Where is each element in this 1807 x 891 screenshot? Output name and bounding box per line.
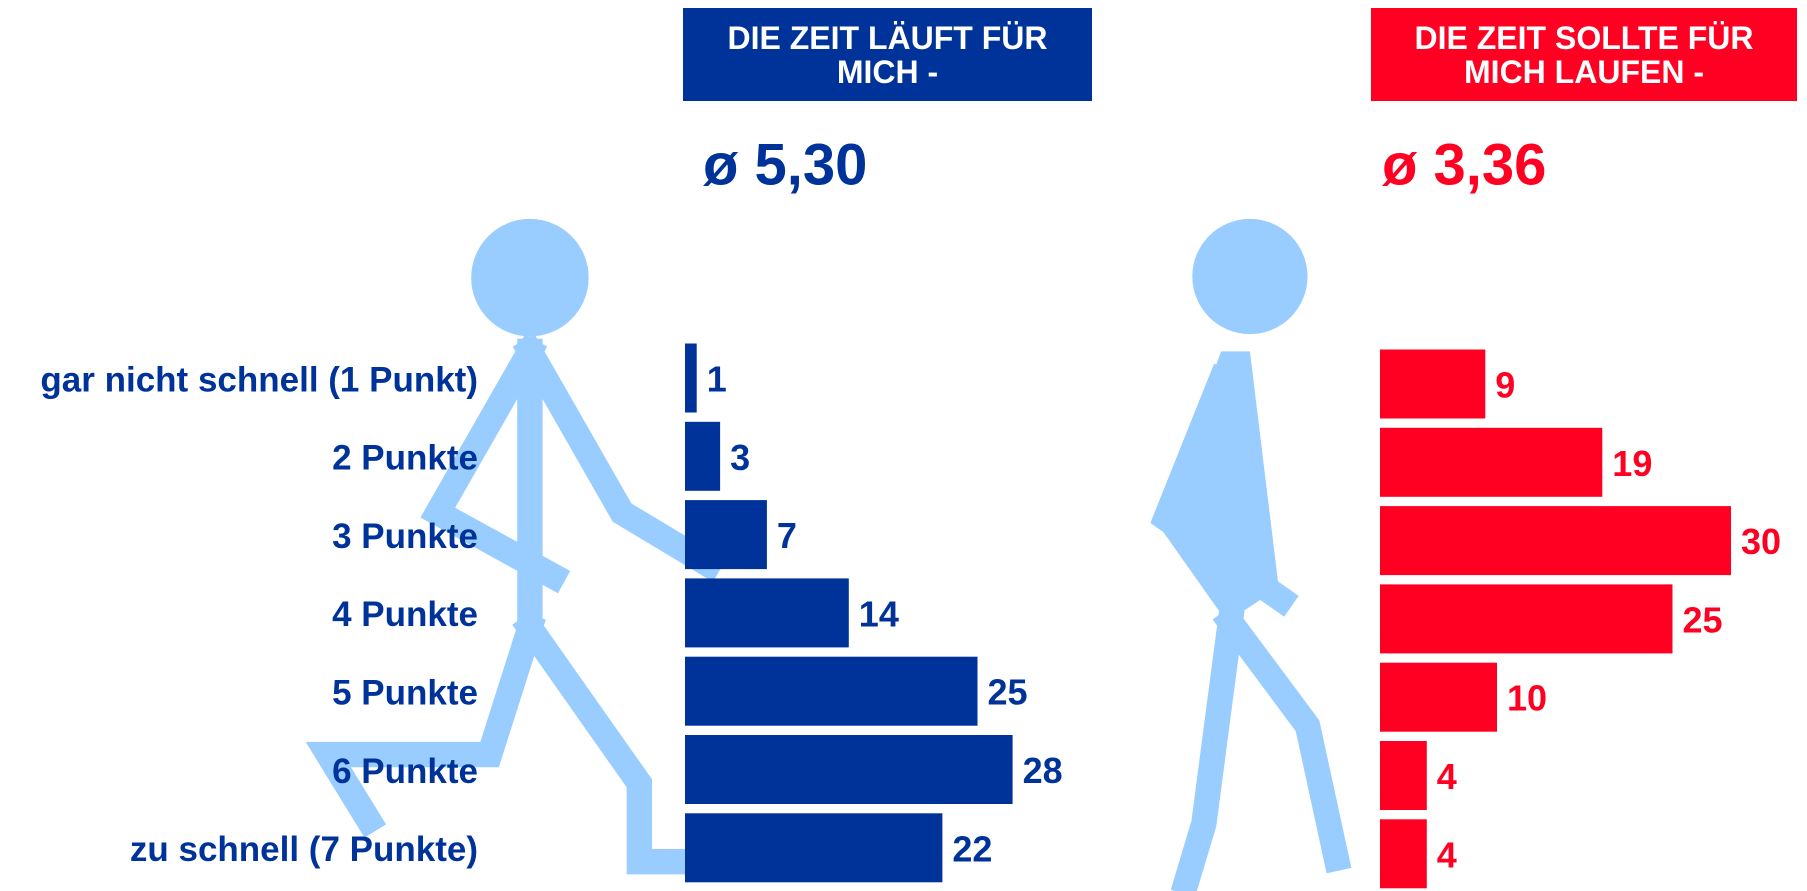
chart-title: DIE ZEIT SOLLTE FÜR MICH LAUFEN - xyxy=(1371,8,1797,101)
value-label: 7 xyxy=(777,515,797,556)
bar xyxy=(1380,506,1731,576)
category-label: gar nicht schnell (1 Punkt) xyxy=(40,360,478,399)
bar xyxy=(685,578,849,648)
category-label: 4 Punkte xyxy=(332,595,478,634)
bar xyxy=(1380,662,1497,732)
figures xyxy=(305,218,1352,891)
average: ø 5,30 xyxy=(703,132,867,197)
figure-leg xyxy=(305,611,546,838)
bar xyxy=(685,421,721,491)
value-label: 4 xyxy=(1437,834,1457,875)
bar xyxy=(685,735,1013,804)
value-label: 3 xyxy=(730,437,750,478)
figure-leg xyxy=(1212,604,1352,874)
bar xyxy=(685,656,978,726)
category-label: 5 Punkte xyxy=(332,673,478,712)
category-label: 2 Punkte xyxy=(332,439,478,478)
value-label: 30 xyxy=(1741,521,1781,562)
figure-head xyxy=(471,218,589,337)
bar xyxy=(1380,584,1673,654)
figure-leg xyxy=(1170,607,1245,891)
bar xyxy=(685,500,767,570)
average: ø 3,36 xyxy=(1382,132,1546,197)
value-label: 1 xyxy=(707,359,727,400)
category-label: 6 Punkte xyxy=(332,752,478,791)
value-label: 9 xyxy=(1495,365,1515,406)
figure-arm xyxy=(512,334,726,582)
category-label: 3 Punkte xyxy=(332,517,478,556)
bar xyxy=(1380,741,1427,810)
bar xyxy=(1380,349,1486,419)
bar xyxy=(685,813,943,883)
figure-arm xyxy=(1150,363,1299,617)
value-label: 28 xyxy=(1023,750,1063,791)
figure-head xyxy=(1192,218,1308,335)
figure-body xyxy=(1157,351,1279,623)
bar xyxy=(1380,427,1603,497)
value-label: 25 xyxy=(988,672,1028,713)
value-label: 22 xyxy=(952,828,992,869)
value-label: 25 xyxy=(1683,599,1723,640)
value-label: 10 xyxy=(1507,678,1547,719)
value-label: 14 xyxy=(859,593,899,634)
bar xyxy=(685,343,697,413)
figure-arm xyxy=(420,334,571,594)
chart-title: DIE ZEIT LÄUFT FÜR MICH - xyxy=(683,8,1092,101)
value-label: 19 xyxy=(1612,443,1652,484)
value-label: 4 xyxy=(1437,756,1457,797)
figure-leg xyxy=(512,610,733,875)
category-label: zu schnell (7 Punkte) xyxy=(130,830,478,869)
bar xyxy=(1380,819,1427,889)
